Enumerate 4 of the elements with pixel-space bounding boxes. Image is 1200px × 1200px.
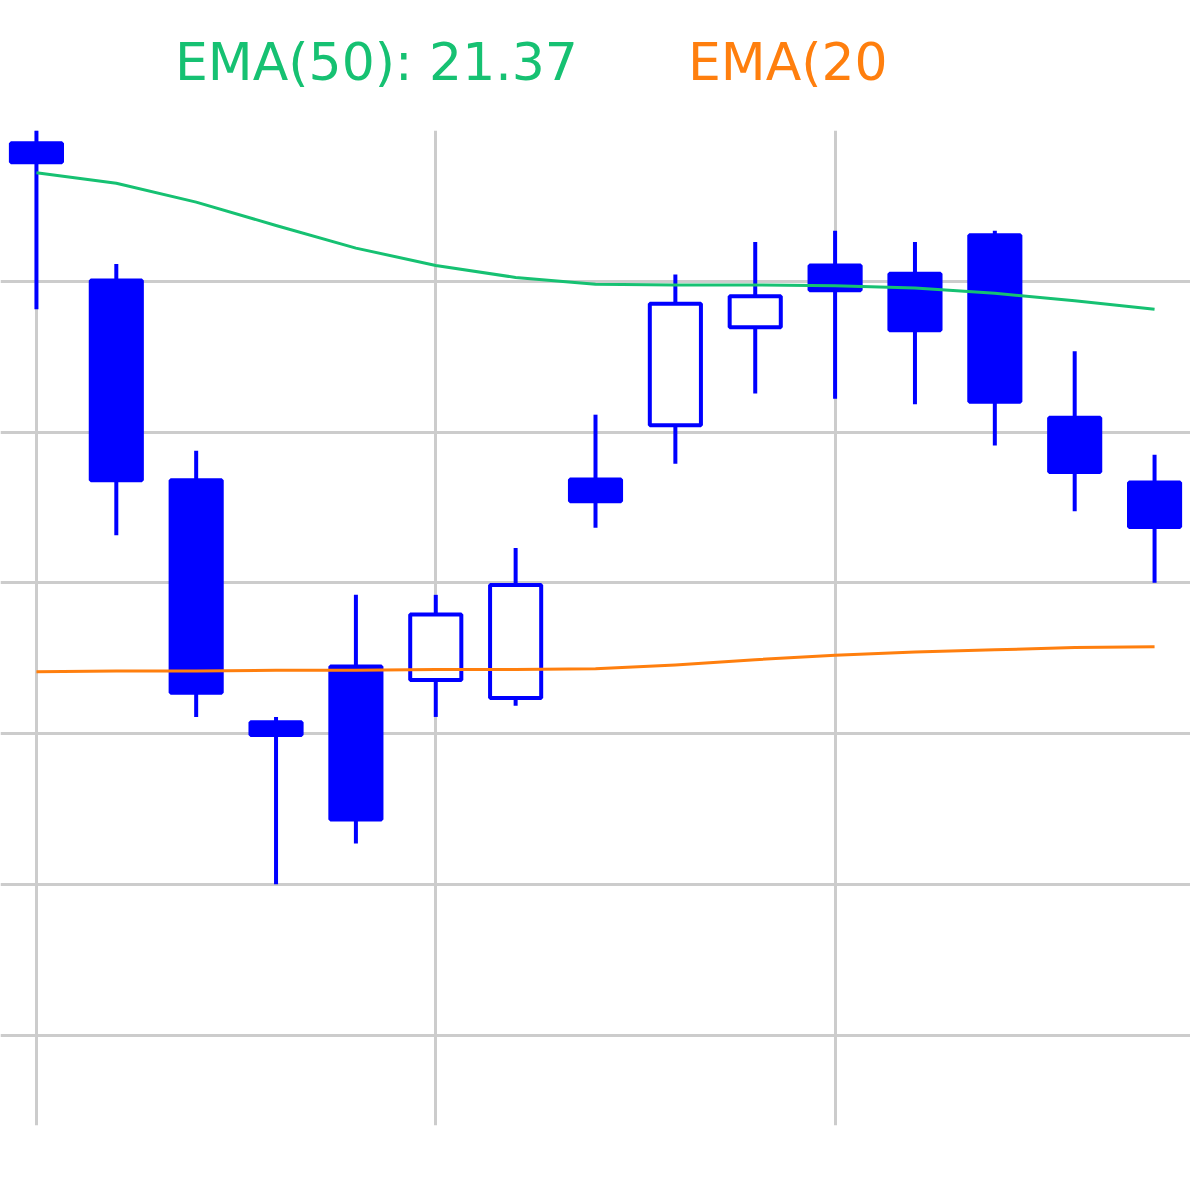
series-label: EMA(50): 21.37 — [175, 32, 578, 92]
candlestick — [8, 130, 64, 310]
candlestick — [248, 716, 304, 885]
text: EMA(20 — [687, 32, 888, 92]
